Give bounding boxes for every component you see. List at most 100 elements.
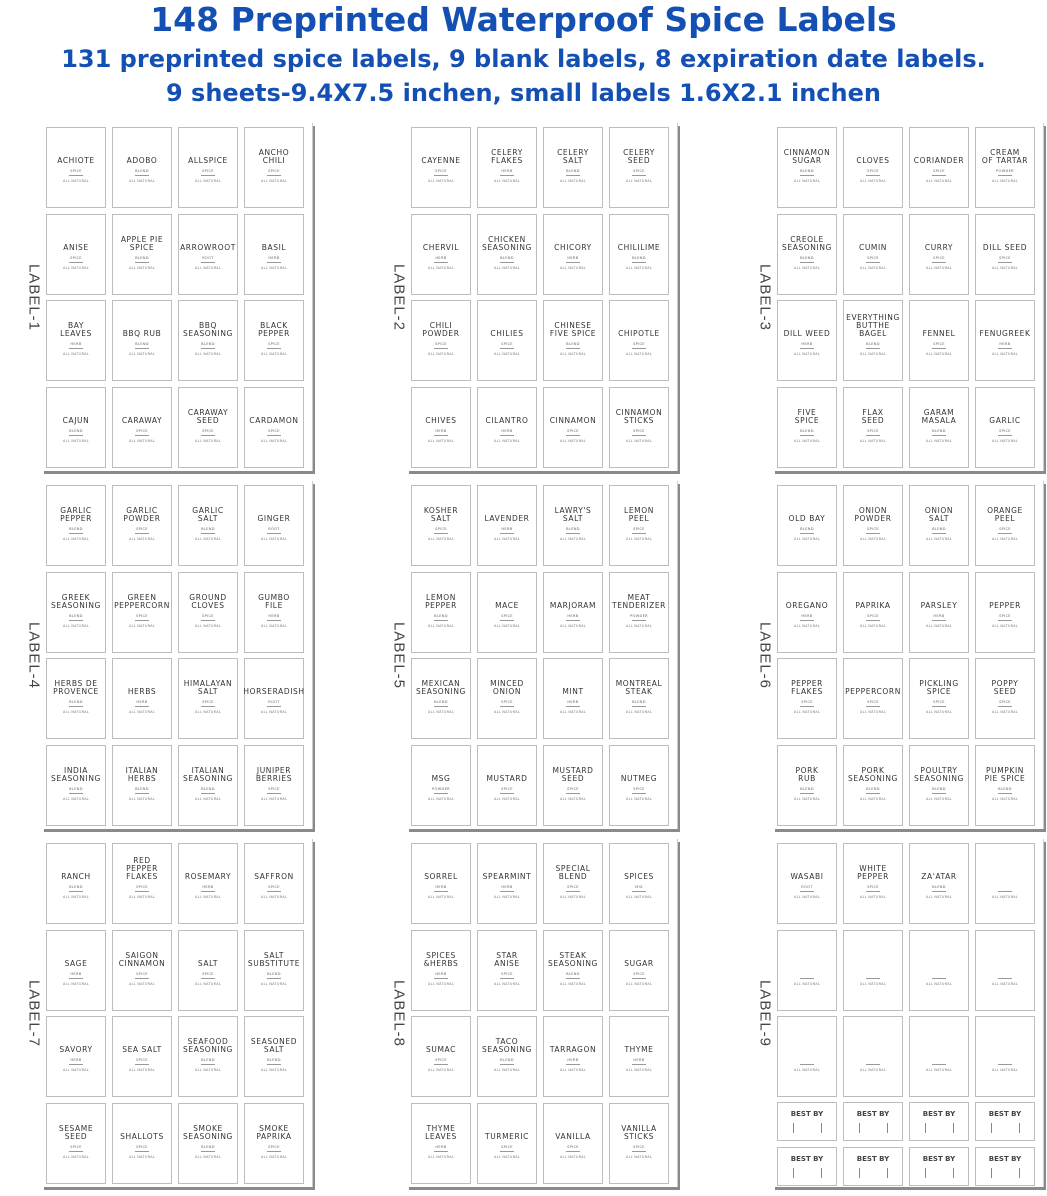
all-natural-text: ALL NATURAL	[128, 265, 156, 270]
spice-label: CINNAMON SPICE ALL NATURAL	[543, 387, 603, 469]
divider-line	[866, 348, 880, 350]
all-natural-text: ALL NATURAL	[925, 623, 953, 628]
divider-line	[632, 706, 646, 708]
all-natural-text: ALL NATURAL	[427, 1155, 455, 1160]
all-natural-text: ALL NATURAL	[62, 1155, 90, 1160]
spice-name: MUSTARD SEED	[552, 766, 594, 784]
all-natural-text: ALL NATURAL	[925, 1068, 953, 1073]
all-natural-text: ALL NATURAL	[859, 439, 887, 444]
divider-line	[434, 435, 448, 437]
spice-name: SALT SUBSTITUTE	[247, 950, 301, 968]
all-natural-text: ALL NATURAL	[859, 895, 887, 899]
spice-name: ZA'ATAR	[921, 872, 957, 881]
spice-label: BAY LEAVES HERB ALL NATURAL	[46, 300, 106, 382]
spice-name: SHALLOTS	[120, 1132, 164, 1142]
all-natural-text: ALL NATURAL	[128, 537, 156, 541]
all-natural-text: ALL NATURAL	[991, 623, 1019, 628]
all-natural-text: ALL NATURAL	[62, 179, 90, 183]
spice-type: SPICE	[567, 885, 579, 889]
spice-type: HERB	[435, 429, 447, 434]
spice-type: BLEND	[632, 700, 646, 705]
spice-name: PEPPER	[989, 600, 1021, 610]
spice-type: SPICE	[435, 342, 447, 347]
spice-label: FIVE SPICE BLEND ALL NATURAL	[777, 387, 837, 469]
all-natural-text: ALL NATURAL	[859, 1068, 887, 1073]
spice-type: SPICE	[933, 255, 945, 260]
all-natural-text: ALL NATURAL	[925, 439, 953, 444]
spice-type: SPICE	[136, 429, 148, 434]
spice-type: HERB	[801, 613, 813, 618]
divider-line	[135, 619, 149, 621]
divider-line	[632, 1151, 646, 1153]
spice-type: BLEND	[69, 429, 83, 434]
spice-label: CINNAMON SUGAR BLEND ALL NATURAL	[777, 127, 837, 208]
spice-type: SPICE	[202, 429, 214, 434]
divider-line	[632, 261, 646, 263]
spice-name: PUMPKIN PIE SPICE	[984, 766, 1026, 784]
divider-line	[434, 891, 448, 892]
all-natural-text: ALL NATURAL	[427, 895, 455, 899]
spice-label: PUMPKIN PIE SPICE BLEND ALL NATURAL	[975, 745, 1035, 827]
spice-type: SPICE	[136, 1145, 148, 1150]
divider-line	[135, 348, 149, 350]
divider-line	[800, 619, 814, 621]
spice-label: CARAWAY SPICE ALL NATURAL	[112, 387, 172, 469]
spice-type: BLEND	[566, 527, 580, 531]
spice-label: FLAX SEED SPICE ALL NATURAL	[843, 387, 903, 469]
all-natural-text: ALL NATURAL	[62, 537, 90, 541]
spice-type: HERB	[999, 342, 1011, 347]
all-natural-text: ALL NATURAL	[625, 1068, 653, 1073]
spice-label: ADOBO BLEND ALL NATURAL	[112, 127, 172, 208]
spice-type: SPICE	[202, 971, 214, 976]
divider-line	[69, 891, 83, 892]
spice-type: HERB	[633, 1058, 645, 1063]
spice-type: SPICE	[435, 1058, 447, 1063]
spice-label: CHINESE FIVE SPICE BLEND ALL NATURAL	[543, 300, 603, 382]
all-natural-text: ALL NATURAL	[925, 537, 953, 541]
date-field-left-mark	[925, 1168, 926, 1178]
spice-type: POWDER	[432, 787, 450, 792]
all-natural-text: ALL NATURAL	[991, 265, 1019, 270]
divider-line	[632, 435, 646, 437]
sheet-side-label: LABEL-9	[756, 979, 774, 1048]
spice-label: SEAFOOD SEASONING BLEND ALL NATURAL	[178, 1016, 238, 1098]
divider-line	[566, 706, 580, 708]
all-natural-text: ALL NATURAL	[260, 895, 288, 899]
divider-line	[267, 533, 281, 534]
all-natural-text: ALL NATURAL	[559, 439, 587, 444]
all-natural-text: ALL NATURAL	[427, 179, 455, 183]
spice-type: SPICE	[136, 1058, 148, 1063]
all-natural-text: ALL NATURAL	[128, 981, 156, 986]
all-natural-text: ALL NATURAL	[427, 981, 455, 986]
spice-label: SPICES MIX ALL NATURAL	[609, 843, 669, 924]
spice-label: VANILLA STICKS SPICE ALL NATURAL	[609, 1103, 669, 1185]
best-by-label: BEST BY	[843, 1102, 903, 1141]
divider-line	[69, 175, 83, 176]
spice-name: ITALIAN SEASONING	[183, 766, 233, 784]
spice-name: CILANTRO	[485, 416, 529, 426]
divider-line	[135, 261, 149, 263]
spice-label: CARAWAY SEED SPICE ALL NATURAL	[178, 387, 238, 469]
divider-line	[500, 619, 514, 621]
divider-line	[800, 435, 814, 437]
spice-name: CREAM OF TARTAR	[981, 148, 1029, 165]
spice-label: CREOLE SEASONING BLEND ALL NATURAL	[777, 213, 837, 295]
spice-label: HIMALAYAN SALT SPICE ALL NATURAL	[178, 658, 238, 740]
spice-type: SPICE	[501, 1145, 513, 1150]
spice-type: HERB	[70, 1058, 82, 1063]
spice-name: CHICORY	[554, 242, 592, 252]
all-natural-text: ALL NATURAL	[493, 1155, 521, 1160]
spice-label: MACE SPICE ALL NATURAL	[477, 571, 537, 653]
spice-label: TACO SEASONING BLEND ALL NATURAL	[477, 1016, 537, 1098]
spice-label: WASABI ROOT ALL NATURAL	[777, 843, 837, 924]
spice-name: NUTMEG	[620, 774, 658, 784]
sheet-side-label: LABEL-5	[390, 621, 408, 690]
all-natural-text: ALL NATURAL	[859, 352, 887, 357]
spice-type: SPICE	[268, 429, 280, 434]
spice-type: HERB	[268, 255, 280, 260]
all-natural-text: ALL NATURAL	[925, 797, 953, 802]
sheet-side-label: LABEL-2	[390, 263, 408, 332]
best-by-label: BEST BY	[909, 1102, 969, 1141]
spice-name: HORSERADISH	[243, 687, 305, 697]
all-natural-text: ALL NATURAL	[793, 1068, 821, 1073]
